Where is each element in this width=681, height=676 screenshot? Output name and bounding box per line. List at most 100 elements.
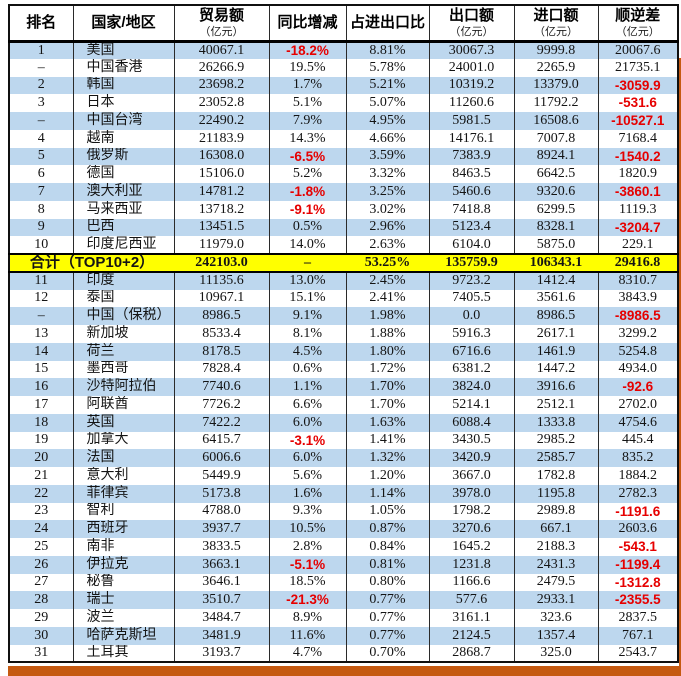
table-row: 26 伊拉克 3663.1 -5.1% 0.81% 1231.8 2431.3 -1199.4: [9, 555, 678, 574]
share-cell: 3.02%: [345, 200, 429, 219]
table-row: 23 智利 4788.0 9.3% 1.05% 1798.2 2989.8 -1191.6: [9, 502, 678, 521]
country-cell: 土耳其: [72, 644, 174, 663]
export-cell: 3161.1: [428, 609, 514, 627]
share-cell: 1.88%: [345, 325, 429, 343]
yoy-cell: 15.1%: [268, 289, 346, 308]
country-cell: 越南: [72, 129, 174, 148]
trade-cell: 11135.6: [173, 271, 269, 290]
yoy-cell: 9.3%: [268, 502, 346, 521]
country-cell: 中国（保税）: [72, 307, 174, 326]
balance-cell: 2782.3: [597, 484, 678, 503]
yoy-cell: -9.1%: [268, 200, 346, 219]
balance-cell: -10527.1: [597, 112, 678, 130]
share-cell: 3.32%: [345, 165, 429, 184]
yoy-cell: 4.5%: [268, 342, 346, 361]
share-cell: 1.41%: [345, 431, 429, 450]
export-cell: 3978.0: [428, 484, 514, 503]
balance-cell: -3059.9: [597, 76, 678, 95]
balance-cell: -531.6: [597, 94, 678, 113]
table-header: 排名 国家/地区 贸易额 （亿元） 同比增减 占进出口比 出口额 （亿元） 进口额 （亿元） 顺逆差…: [9, 5, 678, 42]
import-cell: 16508.6: [513, 112, 598, 130]
rank-cell: 12: [9, 289, 73, 308]
export-cell: 14176.1: [428, 129, 514, 148]
share-cell: 2.41%: [345, 289, 429, 308]
trade-cell: 8178.5: [173, 342, 269, 361]
export-cell: 5214.1: [428, 396, 514, 414]
country-cell: 意大利: [72, 467, 174, 485]
country-cell: 哈萨克斯坦: [72, 626, 174, 645]
country-cell: 马来西亚: [72, 200, 174, 219]
balance-cell: 4754.6: [597, 413, 678, 432]
balance-cell: 1884.2: [597, 467, 678, 485]
rank-cell: 24: [9, 520, 73, 539]
import-cell: 8986.5: [513, 307, 598, 326]
balance-cell: 2837.5: [597, 609, 678, 627]
trade-cell: 5449.9: [173, 467, 269, 485]
balance-cell: -1540.2: [597, 147, 678, 166]
import-cell: 2431.3: [513, 555, 598, 574]
trade-cell: 4788.0: [173, 502, 269, 521]
rank-cell: 5: [9, 147, 73, 166]
table-row: 8 马来西亚 13718.2 -9.1% 3.02% 7418.8 6299.5 1119.3: [9, 200, 678, 219]
import-cell: 1412.4: [513, 271, 598, 290]
trade-cell: 21183.9: [173, 129, 269, 148]
import-cell: 2188.3: [513, 538, 598, 556]
share-cell: 1.98%: [345, 307, 429, 326]
trade-cell: 3937.7: [173, 520, 269, 539]
right-orange-border: [679, 58, 681, 676]
country-cell: 日本: [72, 94, 174, 113]
export-cell: 3430.5: [428, 431, 514, 450]
table-row: 28 瑞士 3510.7 -21.3% 0.77% 577.6 2933.1 -2355.5: [9, 591, 678, 610]
yoy-cell: -18.2%: [268, 41, 346, 59]
table-row: 11 印度 11135.6 13.0% 2.45% 9723.2 1412.4 8310.7: [9, 271, 678, 290]
balance-cell: 8310.7: [597, 271, 678, 290]
balance-cell: 20067.6: [597, 41, 678, 59]
import-cell: 325.0: [513, 644, 598, 663]
country-cell: 澳大利亚: [72, 183, 174, 201]
col-header-balance: 顺逆差 （亿元）: [597, 5, 678, 42]
rank-cell: 2: [9, 76, 73, 95]
trade-cell: 15106.0: [173, 165, 269, 184]
rank-cell: 14: [9, 342, 73, 361]
balance-cell: 2543.7: [597, 644, 678, 663]
import-cell: 3561.6: [513, 289, 598, 308]
import-cell: 8924.1: [513, 147, 598, 166]
bottom-orange-bar: [8, 666, 681, 676]
export-cell: 30067.3: [428, 41, 514, 59]
share-cell: 1.32%: [345, 449, 429, 468]
balance-cell: 3843.9: [597, 289, 678, 308]
trade-cell: 3663.1: [173, 555, 269, 574]
export-cell: 1645.2: [428, 538, 514, 556]
table-row: 5 俄罗斯 16308.0 -6.5% 3.59% 7383.9 8924.1 -1540.2: [9, 147, 678, 166]
yoy-cell: 2.8%: [268, 538, 346, 556]
balance-cell: -92.6: [597, 378, 678, 397]
yoy-cell: 13.0%: [268, 271, 346, 290]
rank-cell: 25: [9, 538, 73, 556]
country-cell: 沙特阿拉伯: [72, 378, 174, 397]
balance-cell: 29416.8: [598, 254, 678, 272]
table-row: 19 加拿大 6415.7 -3.1% 1.41% 3430.5 2985.2 445.4: [9, 431, 678, 450]
share-cell: 2.96%: [345, 218, 429, 237]
col-header-import: 进口额 （亿元）: [513, 5, 598, 42]
balance-cell: -3860.1: [597, 183, 678, 201]
trade-cell: 26266.9: [173, 58, 269, 77]
table-row: 22 菲律宾 5173.8 1.6% 1.14% 3978.0 1195.8 2782.3: [9, 484, 678, 503]
table-row: 2 韩国 23698.2 1.7% 5.21% 10319.2 13379.0 -3059.9: [9, 76, 678, 95]
trade-cell: 3481.9: [173, 626, 269, 645]
share-cell: 4.66%: [345, 129, 429, 148]
export-cell: 5123.4: [428, 218, 514, 237]
import-cell: 2585.7: [513, 449, 598, 468]
balance-cell: -1312.8: [597, 573, 678, 592]
share-cell: 0.84%: [345, 538, 429, 556]
export-cell: 3667.0: [428, 467, 514, 485]
table-row: 12 泰国 10967.1 15.1% 2.41% 7405.5 3561.6 3843.9: [9, 289, 678, 308]
country-cell: 泰国: [72, 289, 174, 308]
import-cell: 9320.6: [513, 183, 598, 201]
export-cell: 2868.7: [428, 644, 514, 663]
share-cell: 0.80%: [345, 573, 429, 592]
import-cell: 9999.8: [513, 41, 598, 59]
yoy-cell: 1.6%: [268, 484, 346, 503]
yoy-cell: 4.7%: [268, 644, 346, 663]
yoy-cell: 8.9%: [268, 609, 346, 627]
import-cell: 5875.0: [513, 236, 598, 255]
